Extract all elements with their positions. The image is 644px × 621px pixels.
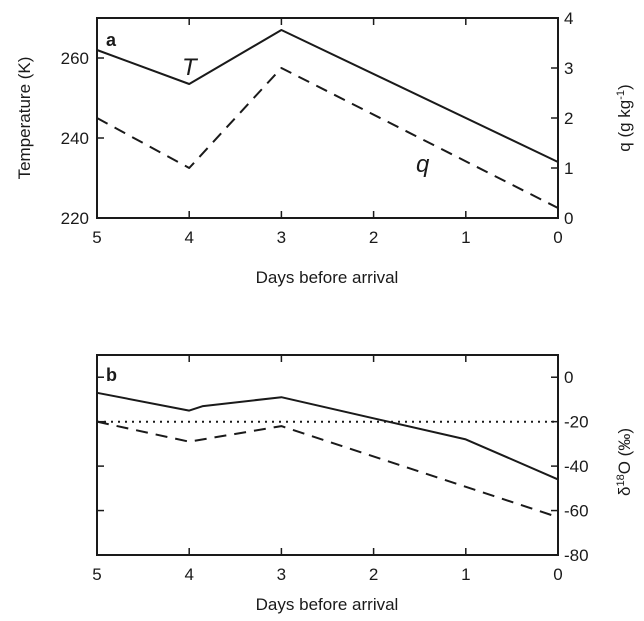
panel-a-series [96, 29, 559, 209]
panel-a-left-y-tick-label: 260 [61, 49, 89, 68]
panel-b-left-y-ticks [97, 376, 104, 556]
series-label-q: q [416, 151, 430, 178]
series-q-line [96, 67, 559, 209]
series-T-line [96, 29, 559, 163]
panel-b-x-tick-label: 5 [92, 565, 101, 584]
panel-a-right-y-tick-label: 2 [564, 109, 573, 128]
panel-a-x-ticks: 5 4 3 2 1 0 [92, 18, 563, 247]
panel-a-right-y-tick-label: 3 [564, 59, 573, 78]
panel-a-x-tick-label: 5 [92, 228, 101, 247]
panel-b-right-y-tick-label: -20 [564, 413, 589, 432]
panel-b-right-y-ticks: 0 -20 -40 -60 -80 [551, 368, 589, 565]
panel-a-right-y-tick-label: 0 [564, 209, 573, 228]
panel-a-x-tick-label: 2 [369, 228, 378, 247]
panel-b-right-y-axis-label: δ18O (‰) [615, 428, 634, 496]
panel-b-right-y-tick-label: -60 [564, 502, 589, 521]
panel-a-x-tick-label: 3 [277, 228, 286, 247]
panel-b-x-tick-label: 2 [369, 565, 378, 584]
panel-a-right-y-tick-label: 1 [564, 159, 573, 178]
panel-a-left-y-tick-label: 220 [61, 209, 89, 228]
panel-a-right-y-ticks: 4 3 2 1 0 [551, 9, 573, 228]
panel-b-right-y-tick-label: 0 [564, 368, 573, 387]
panel-b-letter: b [106, 365, 117, 385]
delta-label-prefix: δ [615, 487, 634, 496]
panel-b-x-tick-label: 0 [553, 565, 562, 584]
panel-a-frame [96, 17, 559, 219]
panel-b: b 5 4 3 2 1 0 0 -20 -40 -60 -80 Days before arriv… [92, 354, 634, 614]
panel-b-frame [96, 354, 559, 556]
panel-b-x-tick-label: 4 [184, 565, 193, 584]
q-label-suffix: ) [615, 84, 634, 90]
series-label-T: T [182, 54, 199, 81]
panel-a-x-axis-label: Days before arrival [256, 268, 399, 287]
panel-a-right-y-axis-label: q (g kg-1) [615, 84, 634, 151]
panel-b-right-y-tick-label: -80 [564, 546, 589, 565]
panel-b-x-tick-label: 1 [461, 565, 470, 584]
panel-b-right-y-tick-label: -40 [564, 457, 589, 476]
delta-label-superscript: 18 [615, 474, 627, 486]
panel-a-left-y-ticks: 260 240 220 [61, 49, 104, 228]
panel-a-x-tick-label: 4 [184, 228, 193, 247]
panel-a-right-y-tick-label: 4 [564, 9, 573, 28]
panel-a-letter: a [106, 30, 117, 50]
panel-b-x-ticks: 5 4 3 2 1 0 [92, 355, 563, 584]
delta-label-main: O (‰) [615, 428, 634, 474]
q-label-superscript: -1 [615, 90, 627, 100]
panel-a-left-y-tick-label: 240 [61, 129, 89, 148]
panel-a: a 5 4 3 2 1 0 260 240 220 4 3 2 1 0 T q Days before… [15, 9, 634, 287]
panel-a-left-y-axis-label: Temperature (K) [15, 57, 34, 180]
panel-b-x-tick-label: 3 [277, 565, 286, 584]
panel-a-x-tick-label: 1 [461, 228, 470, 247]
panel-b-x-axis-label: Days before arrival [256, 595, 399, 614]
delta18O-dashed-line [96, 420, 559, 519]
panel-b-series [96, 391, 559, 519]
panel-a-x-tick-label: 0 [553, 228, 562, 247]
q-label-main: q (g kg [615, 100, 634, 152]
delta18O-solid-line [96, 391, 559, 481]
